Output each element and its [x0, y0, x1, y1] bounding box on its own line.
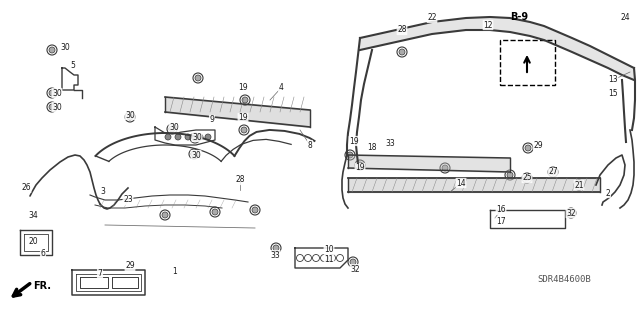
- Circle shape: [127, 114, 133, 120]
- Circle shape: [197, 134, 203, 140]
- Text: 25: 25: [522, 174, 532, 182]
- Circle shape: [191, 151, 197, 157]
- Text: 19: 19: [238, 84, 248, 93]
- Text: 16: 16: [496, 205, 506, 214]
- Circle shape: [347, 152, 353, 158]
- Text: 4: 4: [278, 84, 284, 93]
- Text: 30: 30: [191, 151, 201, 160]
- Text: 29: 29: [125, 262, 135, 271]
- Text: 6: 6: [40, 249, 45, 258]
- Text: 33: 33: [270, 250, 280, 259]
- Text: 19: 19: [238, 114, 248, 122]
- Polygon shape: [622, 62, 634, 80]
- Circle shape: [49, 47, 55, 53]
- Circle shape: [185, 134, 191, 140]
- Text: 23: 23: [123, 196, 133, 204]
- Text: 13: 13: [608, 76, 618, 85]
- Polygon shape: [432, 18, 466, 34]
- Text: 30: 30: [52, 102, 62, 112]
- Text: 12: 12: [483, 20, 493, 29]
- Text: 28: 28: [236, 175, 244, 184]
- Text: 34: 34: [28, 211, 38, 219]
- Circle shape: [195, 75, 201, 81]
- Polygon shape: [466, 17, 490, 30]
- Text: 9: 9: [209, 115, 214, 124]
- Text: 11: 11: [324, 255, 333, 263]
- Text: 30: 30: [169, 122, 179, 131]
- Circle shape: [241, 127, 247, 133]
- Circle shape: [550, 169, 556, 175]
- Text: FR.: FR.: [33, 281, 51, 291]
- Text: 32: 32: [566, 209, 576, 218]
- Circle shape: [357, 162, 363, 168]
- Text: 33: 33: [385, 138, 395, 147]
- Polygon shape: [590, 46, 608, 68]
- Circle shape: [205, 134, 211, 140]
- Circle shape: [507, 172, 513, 178]
- Text: 24: 24: [620, 13, 630, 23]
- Text: 1: 1: [173, 268, 177, 277]
- Circle shape: [524, 175, 530, 181]
- Text: 7: 7: [97, 270, 102, 278]
- Text: 18: 18: [367, 144, 377, 152]
- Circle shape: [252, 207, 258, 213]
- Text: 30: 30: [52, 88, 62, 98]
- Text: 14: 14: [456, 179, 466, 188]
- Text: 19: 19: [349, 137, 359, 145]
- Text: 32: 32: [350, 264, 360, 273]
- Text: 10: 10: [324, 244, 334, 254]
- Text: 15: 15: [608, 88, 618, 98]
- Polygon shape: [572, 38, 590, 60]
- Text: 20: 20: [28, 236, 38, 246]
- Polygon shape: [544, 26, 558, 46]
- Text: 17: 17: [496, 218, 506, 226]
- Circle shape: [525, 145, 531, 151]
- Circle shape: [49, 90, 55, 96]
- Text: 30: 30: [125, 110, 135, 120]
- FancyBboxPatch shape: [500, 40, 555, 85]
- Text: 2: 2: [605, 189, 611, 197]
- Polygon shape: [558, 32, 572, 52]
- Polygon shape: [490, 17, 510, 32]
- Circle shape: [169, 126, 175, 132]
- Text: B-9: B-9: [510, 12, 528, 22]
- Text: 19: 19: [355, 164, 365, 173]
- Circle shape: [568, 210, 574, 216]
- Circle shape: [242, 97, 248, 103]
- Text: 28: 28: [397, 26, 407, 34]
- Polygon shape: [608, 55, 622, 75]
- Text: 22: 22: [428, 13, 436, 23]
- Polygon shape: [360, 22, 432, 50]
- Text: SDR4B4600B: SDR4B4600B: [537, 275, 591, 284]
- Circle shape: [175, 134, 181, 140]
- Text: 29: 29: [533, 140, 543, 150]
- Text: 26: 26: [21, 183, 31, 192]
- Text: 30: 30: [192, 132, 202, 142]
- Circle shape: [350, 259, 356, 265]
- Polygon shape: [530, 22, 544, 40]
- Text: 21: 21: [574, 181, 584, 189]
- Circle shape: [442, 165, 448, 171]
- Circle shape: [165, 134, 171, 140]
- Circle shape: [192, 135, 198, 141]
- Text: 27: 27: [548, 167, 558, 176]
- Text: 30: 30: [60, 43, 70, 53]
- Circle shape: [49, 104, 55, 110]
- Circle shape: [576, 182, 582, 188]
- Text: 5: 5: [70, 61, 76, 70]
- Text: 3: 3: [100, 188, 106, 197]
- Text: 8: 8: [308, 140, 312, 150]
- Circle shape: [273, 245, 279, 251]
- Circle shape: [212, 209, 218, 215]
- Circle shape: [399, 49, 405, 55]
- Circle shape: [162, 212, 168, 218]
- Polygon shape: [510, 18, 530, 36]
